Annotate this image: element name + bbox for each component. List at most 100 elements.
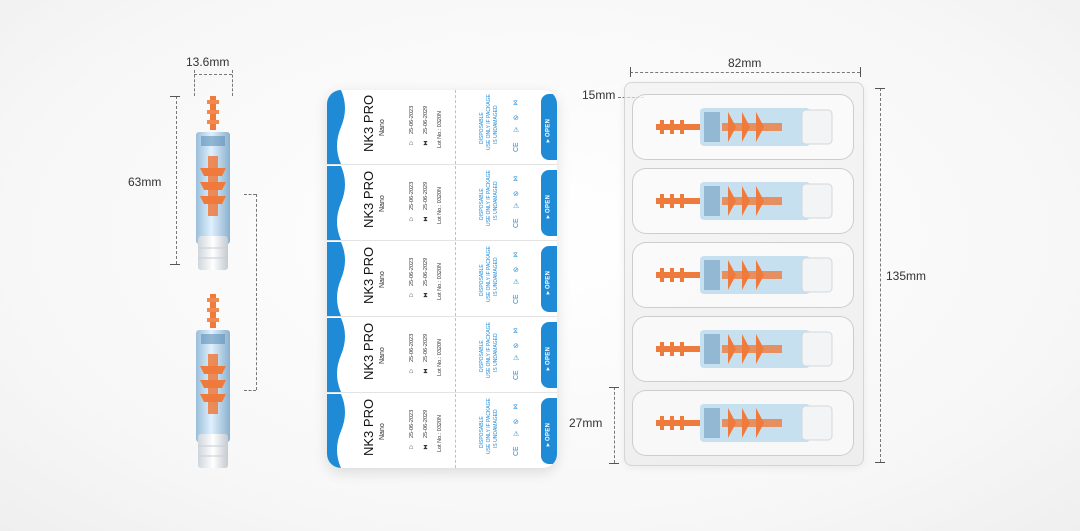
label-wave-edge [327, 166, 345, 240]
label-lot: Lot No.: 0320N [437, 111, 443, 148]
label-variant: Nano [379, 195, 386, 212]
label-lot: Lot No.: 0320N [437, 339, 443, 376]
pack-height-tick-top [875, 88, 885, 89]
ce-mark: CE [513, 294, 520, 304]
label-disposable-3: IS UNDAMAGED [493, 409, 499, 448]
cell-height-line [614, 387, 615, 463]
label-brand: NK3 PRO [361, 170, 376, 228]
ce-mark: CE [513, 370, 520, 380]
pack-height-label: 135mm [886, 269, 927, 283]
pack-width-tick-left [630, 67, 631, 77]
warning-icon: ⚠ [513, 431, 520, 438]
open-tab[interactable]: ▸ OPEN [541, 398, 557, 464]
label-divider [455, 166, 456, 240]
label-lot: Lot No.: 0320N [437, 415, 443, 452]
label-disposable-3: IS UNDAMAGED [493, 181, 499, 220]
label-disposable-1: DISPOSABLE [479, 416, 485, 448]
label-disposable-2: USE ONLY IF PACKAGE [486, 398, 492, 454]
open-tab[interactable]: ▸ OPEN [541, 94, 557, 160]
label-disposable-3: IS UNDAMAGED [493, 333, 499, 372]
pack-edge-label: 15mm [582, 88, 616, 102]
factory-icon: ⌂ [409, 216, 414, 223]
factory-icon: ⌂ [409, 444, 414, 451]
cartridge-bracket-top [244, 194, 256, 195]
cell-height-tick-bottom [609, 463, 619, 464]
label-disposable-1: DISPOSABLE [479, 340, 485, 372]
label-disposable-1: DISPOSABLE [479, 188, 485, 220]
label-mfg-date: 25-06-2023 [409, 257, 415, 286]
pack-height-tick-bottom [875, 462, 885, 463]
cartridge-image-bottom [196, 294, 230, 468]
label-mfg-date: 25-06-2023 [409, 181, 415, 210]
label-wave-edge [327, 242, 345, 316]
cell-height-tick-top [609, 387, 619, 388]
hourglass-icon: ⧗ [423, 216, 428, 223]
cartridge-bracket [256, 194, 257, 390]
cartridge-horizontal [656, 108, 833, 146]
no-reuse-icon: ⊘ [513, 267, 519, 274]
label-lot: Lot No.: 0320N [437, 187, 443, 224]
open-tab[interactable]: ▸ OPEN [541, 246, 557, 312]
sterile-icon: ⧖ [513, 100, 518, 107]
cartridge-width-ext-left [194, 70, 195, 96]
no-reuse-icon: ⊘ [513, 419, 519, 426]
label-divider [455, 394, 456, 468]
sterile-icon: ⧖ [513, 404, 518, 411]
label-exp-date: 25-06-2029 [423, 333, 429, 362]
label-disposable-2: USE ONLY IF PACKAGE [486, 94, 492, 150]
open-tab[interactable]: ▸ OPEN [541, 322, 557, 388]
label-variant: Nano [379, 119, 386, 136]
sterile-icon: ⧖ [513, 252, 518, 259]
label-divider [455, 90, 456, 164]
cartridge-image-top [196, 96, 230, 270]
blister-cell [632, 94, 854, 160]
cartridge-horizontal [656, 330, 833, 368]
cartridge-horizontal [656, 404, 833, 442]
label-disposable-2: USE ONLY IF PACKAGE [486, 322, 492, 378]
hourglass-icon: ⧗ [423, 444, 428, 451]
label-exp-date: 25-06-2029 [423, 409, 429, 438]
cell-height-label: 27mm [569, 416, 603, 430]
cartridge-width-ext-right [232, 70, 233, 96]
pack-width-line [630, 72, 860, 73]
factory-icon: ⌂ [409, 140, 414, 147]
blister-cell [632, 242, 854, 308]
blister-cell [632, 390, 854, 456]
cartridge-horizontal [656, 182, 833, 220]
label-brand: NK3 PRO [361, 94, 376, 152]
label-variant: Nano [379, 271, 386, 288]
label-row: NK3 PRO Nano 25-06-2023 25-06-2029 Lot N… [327, 242, 557, 317]
label-brand: NK3 PRO [361, 322, 376, 380]
hourglass-icon: ⧗ [423, 368, 428, 375]
no-reuse-icon: ⊘ [513, 191, 519, 198]
cartridge-length-label: 63mm [128, 175, 162, 189]
label-sheet: NK3 PRO Nano 25-06-2023 25-06-2029 Lot N… [327, 90, 557, 468]
label-row: NK3 PRO Nano 25-06-2023 25-06-2029 Lot N… [327, 166, 557, 241]
no-reuse-icon: ⊘ [513, 343, 519, 350]
label-brand: NK3 PRO [361, 246, 376, 304]
blister-cell [632, 168, 854, 234]
label-mfg-date: 25-06-2023 [409, 409, 415, 438]
pack-height-line [880, 88, 881, 462]
pack-width-label: 82mm [728, 56, 762, 70]
cartridge-horizontal [656, 256, 833, 294]
label-disposable-2: USE ONLY IF PACKAGE [486, 170, 492, 226]
cartridge-width-line [194, 74, 232, 75]
warning-icon: ⚠ [513, 203, 520, 210]
warning-icon: ⚠ [513, 279, 520, 286]
label-disposable-3: IS UNDAMAGED [493, 105, 499, 144]
label-wave-edge [327, 394, 345, 468]
label-disposable-3: IS UNDAMAGED [493, 257, 499, 296]
label-row: NK3 PRO Nano 25-06-2023 25-06-2029 Lot N… [327, 394, 557, 468]
label-exp-date: 25-06-2029 [423, 181, 429, 210]
label-row: NK3 PRO Nano 25-06-2023 25-06-2029 Lot N… [327, 90, 557, 165]
open-tab[interactable]: ▸ OPEN [541, 170, 557, 236]
ce-mark: CE [513, 218, 520, 228]
cartridge-length-line [176, 96, 177, 264]
hourglass-icon: ⧗ [423, 140, 428, 147]
label-exp-date: 25-06-2029 [423, 257, 429, 286]
label-divider [455, 242, 456, 316]
cartridge-length-tick-top [170, 96, 180, 97]
no-reuse-icon: ⊘ [513, 115, 519, 122]
label-disposable-1: DISPOSABLE [479, 264, 485, 296]
